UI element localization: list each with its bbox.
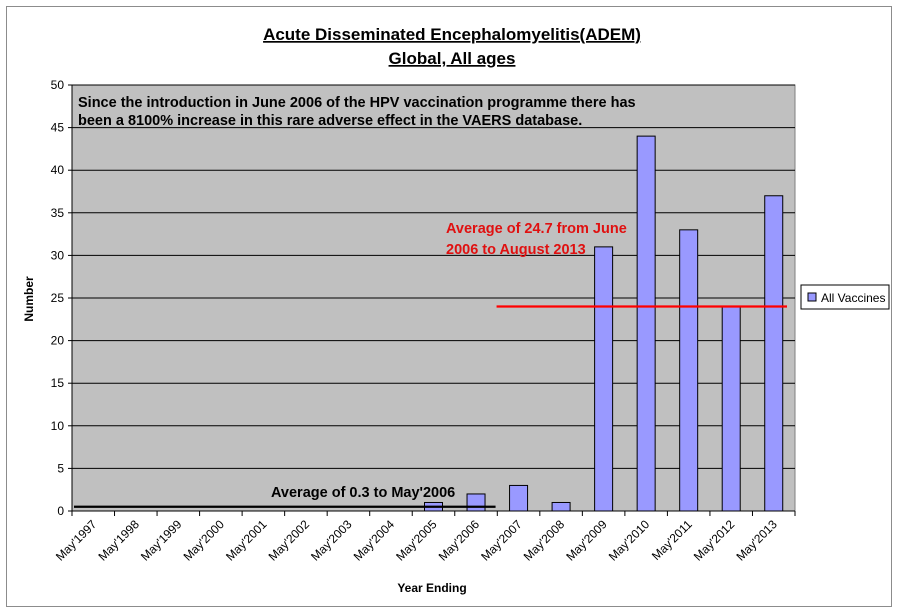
bar bbox=[721, 306, 741, 512]
annotation-black-note: Average of 0.3 to May'2006 bbox=[271, 485, 455, 501]
x-tick-label: May'2003 bbox=[308, 517, 355, 564]
y-tick-label: 0 bbox=[57, 504, 64, 518]
x-tick-label: May'2004 bbox=[351, 517, 398, 564]
x-tick-label: May'2007 bbox=[478, 517, 525, 564]
x-tick-label: May'2010 bbox=[606, 517, 653, 564]
y-tick-label: 10 bbox=[51, 419, 65, 433]
y-tick-label: 15 bbox=[51, 376, 65, 390]
bar bbox=[636, 135, 656, 512]
x-tick-label: May'2000 bbox=[181, 517, 228, 564]
x-tick-label: May'2011 bbox=[649, 517, 695, 563]
x-tick-label: May'2002 bbox=[266, 517, 313, 564]
x-tick-label: May'2008 bbox=[521, 517, 568, 564]
y-tick-label: 45 bbox=[51, 121, 65, 135]
y-tick-labels: 0 5 10 15 20 25 30 35 40 45 50 bbox=[51, 78, 72, 518]
x-tick-label: May'2013 bbox=[733, 517, 780, 564]
x-tick-labels: May'1997May'1998May'1999May'2000May'2001… bbox=[53, 511, 796, 564]
x-tick-label: May'2006 bbox=[436, 517, 483, 564]
reference-lines bbox=[74, 305, 787, 508]
legend-swatch bbox=[807, 292, 817, 302]
x-tick-label: May'2001 bbox=[223, 517, 270, 564]
legend: All Vaccines bbox=[800, 284, 890, 310]
bar bbox=[509, 484, 529, 512]
bar bbox=[466, 493, 486, 512]
legend-label: All Vaccines bbox=[821, 291, 885, 305]
bars bbox=[424, 135, 784, 512]
annotation-note-line2: been a 8100% increase in this rare adver… bbox=[78, 113, 582, 129]
x-tick-label: May'2009 bbox=[563, 517, 610, 564]
x-axis-label: Year Ending bbox=[397, 581, 466, 595]
y-tick-label: 50 bbox=[51, 78, 65, 92]
annotation-red-line2: 2006 to August 2013 bbox=[446, 242, 586, 258]
y-tick-label: 40 bbox=[51, 163, 65, 177]
bar bbox=[764, 195, 784, 512]
bar bbox=[594, 246, 614, 512]
chart-title-line1: Acute Disseminated Encephalomyelitis(ADE… bbox=[263, 25, 641, 44]
annotation-note-line1: Since the introduction in June 2006 of t… bbox=[78, 95, 636, 111]
bar bbox=[679, 229, 699, 512]
y-tick-label: 30 bbox=[51, 248, 65, 262]
y-tick-label: 20 bbox=[51, 334, 65, 348]
y-tick-label: 35 bbox=[51, 206, 65, 220]
y-tick-label: 5 bbox=[57, 461, 64, 475]
annotation-red-line1: Average of 24.7 from June bbox=[446, 221, 627, 237]
gridlines bbox=[71, 84, 795, 512]
y-axis-label: Number bbox=[22, 276, 36, 322]
y-tick-label: 25 bbox=[51, 291, 65, 305]
x-tick-label: May'1997 bbox=[53, 517, 100, 564]
x-tick-label: May'1998 bbox=[95, 517, 142, 564]
x-tick-label: May'2012 bbox=[691, 517, 738, 564]
bar bbox=[551, 501, 571, 512]
x-tick-label: May'2005 bbox=[393, 517, 440, 564]
chart-title-line2: Global, All ages bbox=[389, 49, 516, 68]
x-tick-label: May'1999 bbox=[138, 517, 185, 564]
